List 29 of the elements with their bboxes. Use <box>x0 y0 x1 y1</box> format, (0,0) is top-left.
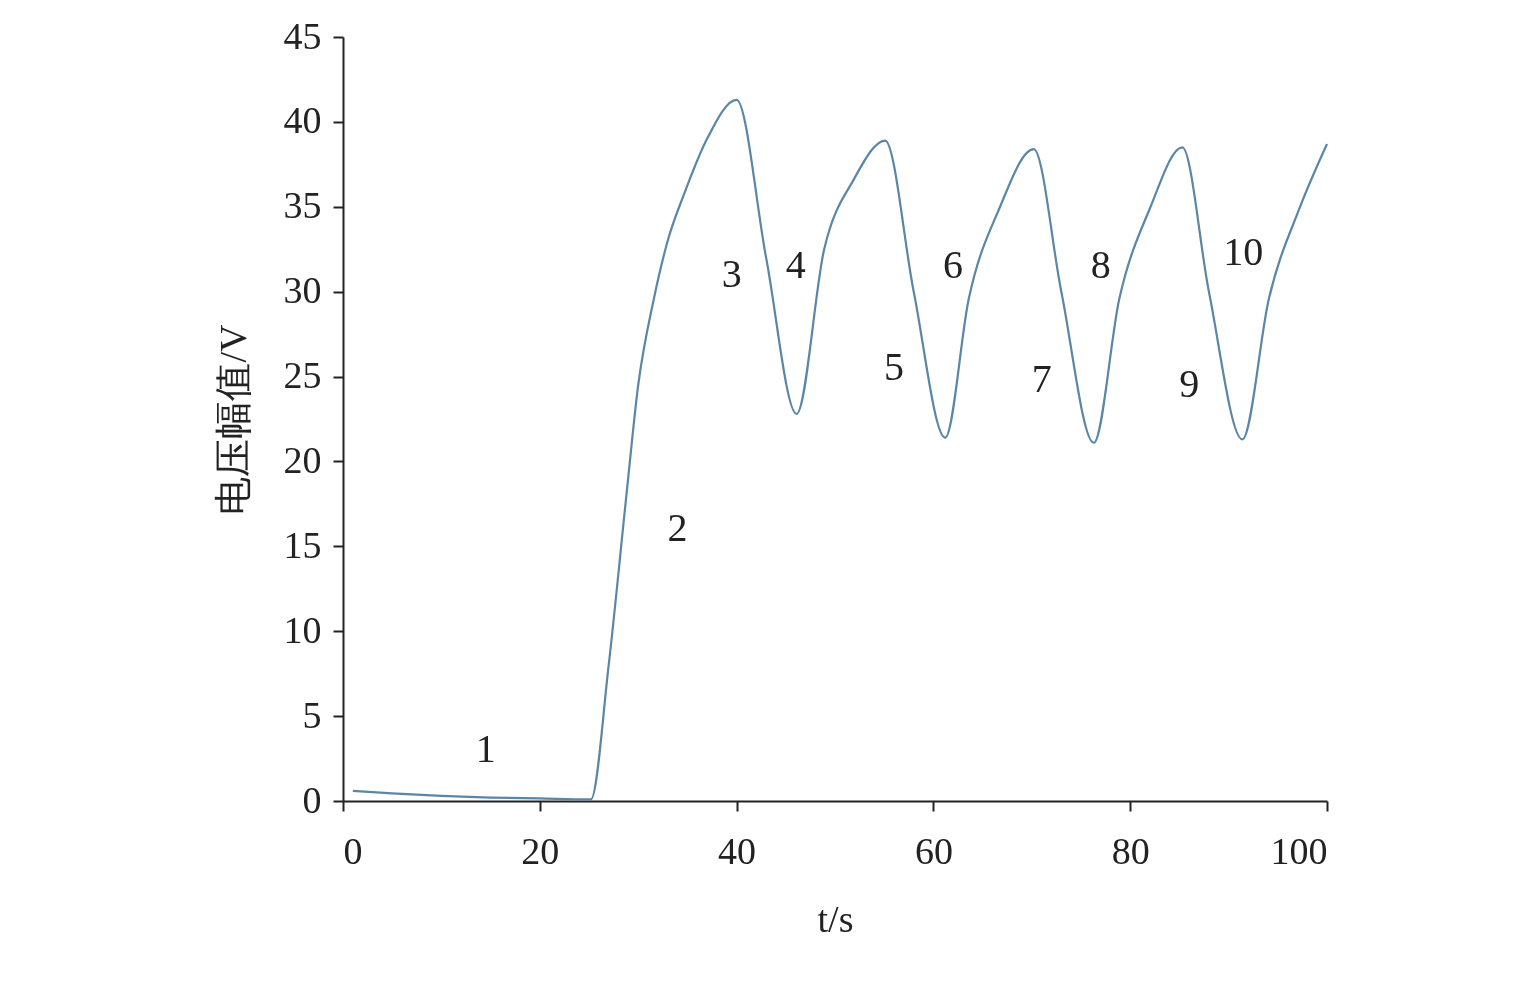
x-tick-label: 20 <box>521 829 560 872</box>
y-tick-label: 25 <box>283 354 322 397</box>
y-tick-label: 15 <box>283 523 322 566</box>
line-series <box>351 98 1329 801</box>
y-tick-label: 40 <box>283 99 322 142</box>
y-axis-title: 电压幅值/V <box>211 323 254 515</box>
annotation: 2 <box>667 505 688 551</box>
annotation: 6 <box>943 242 964 288</box>
x-tick-label: 80 <box>1111 829 1150 872</box>
y-tick-label: 5 <box>302 693 322 736</box>
annotation: 9 <box>1179 361 1200 407</box>
y-tick-label: 10 <box>283 608 322 651</box>
y-tick-label: 20 <box>283 438 322 481</box>
annotation: 10 <box>1223 228 1264 274</box>
y-tick-label: 0 <box>302 778 322 821</box>
annotation: 7 <box>1031 355 1052 401</box>
annotation: 1 <box>475 726 496 772</box>
y-tick-label: 30 <box>283 269 322 312</box>
x-axis-title: t/s <box>817 897 854 940</box>
annotation: 8 <box>1090 242 1111 288</box>
y-tick-label: 45 <box>283 14 322 57</box>
x-tick-label: 0 <box>343 829 363 872</box>
annotation: 4 <box>785 242 806 288</box>
x-tick-label: 60 <box>914 829 953 872</box>
x-tick-label: 100 <box>1270 829 1328 872</box>
y-tick-label: 35 <box>283 184 322 227</box>
x-tick-label: 40 <box>718 829 757 872</box>
annotation: 5 <box>884 344 905 390</box>
annotation: 3 <box>721 250 742 296</box>
